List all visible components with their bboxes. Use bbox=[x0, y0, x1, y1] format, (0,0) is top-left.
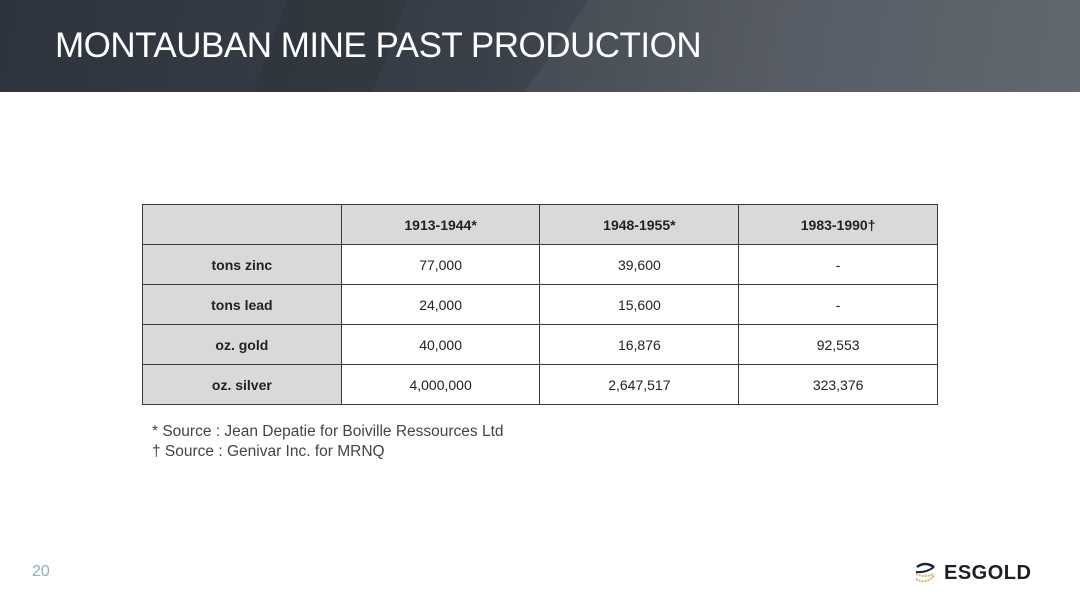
logo-text: ESGOLD bbox=[944, 561, 1032, 584]
table-cell: 39,600 bbox=[539, 244, 740, 285]
source-note: * Source : Jean Depatie for Boiville Res… bbox=[152, 423, 504, 440]
table-cell: 40,000 bbox=[340, 324, 541, 365]
esgold-logo: ESGOLD bbox=[912, 561, 1031, 585]
row-label: tons lead bbox=[142, 284, 342, 325]
table-cell: 77,000 bbox=[340, 244, 541, 285]
page-number: 20 bbox=[32, 563, 50, 580]
table-cell: 323,376 bbox=[738, 364, 938, 405]
table-cell: 4,000,000 bbox=[340, 364, 541, 405]
table-row: oz. silver 4,000,000 2,647,517 323,376 bbox=[142, 364, 938, 405]
page-title: MONTAUBAN MINE PAST PRODUCTION bbox=[55, 26, 702, 65]
table-row: oz. gold 40,000 16,876 92,553 bbox=[142, 324, 938, 365]
title-banner: MONTAUBAN MINE PAST PRODUCTION bbox=[0, 0, 1080, 92]
table-row: tons lead 24,000 15,600 - bbox=[142, 284, 938, 325]
production-table: 1913-1944* 1948-1955* 1983-1990† tons zi… bbox=[142, 204, 938, 405]
table-header-row: 1913-1944* 1948-1955* 1983-1990† bbox=[142, 204, 938, 245]
table-cell: 92,553 bbox=[738, 324, 938, 365]
source-note: † Source : Genivar Inc. for MRNQ bbox=[152, 443, 385, 460]
table-cell: 16,876 bbox=[539, 324, 740, 365]
source-notes: * Source : Jean Depatie for Boiville Res… bbox=[152, 422, 504, 462]
table-cell: 24,000 bbox=[340, 284, 541, 325]
header-cell: 1948-1955* bbox=[539, 204, 740, 245]
table-cell: - bbox=[738, 284, 938, 325]
logo-swirl-icon bbox=[915, 562, 935, 583]
header-cell bbox=[142, 204, 342, 245]
table-cell: 2,647,517 bbox=[539, 364, 740, 405]
table-cell: - bbox=[738, 244, 938, 285]
header-cell: 1983-1990† bbox=[738, 204, 938, 245]
header-cell: 1913-1944* bbox=[340, 204, 541, 245]
row-label: tons zinc bbox=[142, 244, 342, 285]
table-cell: 15,600 bbox=[539, 284, 740, 325]
row-label: oz. gold bbox=[142, 324, 342, 365]
row-label: oz. silver bbox=[142, 364, 342, 405]
table-row: tons zinc 77,000 39,600 - bbox=[142, 244, 938, 285]
